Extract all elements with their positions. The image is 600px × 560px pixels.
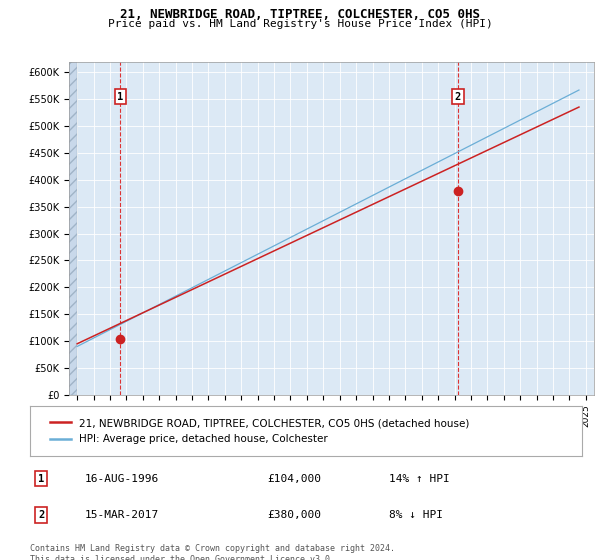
- Text: Contains HM Land Registry data © Crown copyright and database right 2024.
This d: Contains HM Land Registry data © Crown c…: [30, 544, 395, 560]
- Text: 1: 1: [38, 474, 44, 484]
- Text: 1: 1: [117, 92, 124, 101]
- Text: 2: 2: [38, 510, 44, 520]
- Text: 21, NEWBRIDGE ROAD, TIPTREE, COLCHESTER, CO5 0HS: 21, NEWBRIDGE ROAD, TIPTREE, COLCHESTER,…: [120, 8, 480, 21]
- Text: 16-AUG-1996: 16-AUG-1996: [85, 474, 160, 484]
- Legend: 21, NEWBRIDGE ROAD, TIPTREE, COLCHESTER, CO5 0HS (detached house), HPI: Average : 21, NEWBRIDGE ROAD, TIPTREE, COLCHESTER,…: [43, 412, 476, 451]
- Text: 2: 2: [455, 92, 461, 101]
- Text: 8% ↓ HPI: 8% ↓ HPI: [389, 510, 443, 520]
- Text: £380,000: £380,000: [268, 510, 322, 520]
- Text: Price paid vs. HM Land Registry's House Price Index (HPI): Price paid vs. HM Land Registry's House …: [107, 19, 493, 29]
- Text: 15-MAR-2017: 15-MAR-2017: [85, 510, 160, 520]
- Text: 14% ↑ HPI: 14% ↑ HPI: [389, 474, 449, 484]
- Text: £104,000: £104,000: [268, 474, 322, 484]
